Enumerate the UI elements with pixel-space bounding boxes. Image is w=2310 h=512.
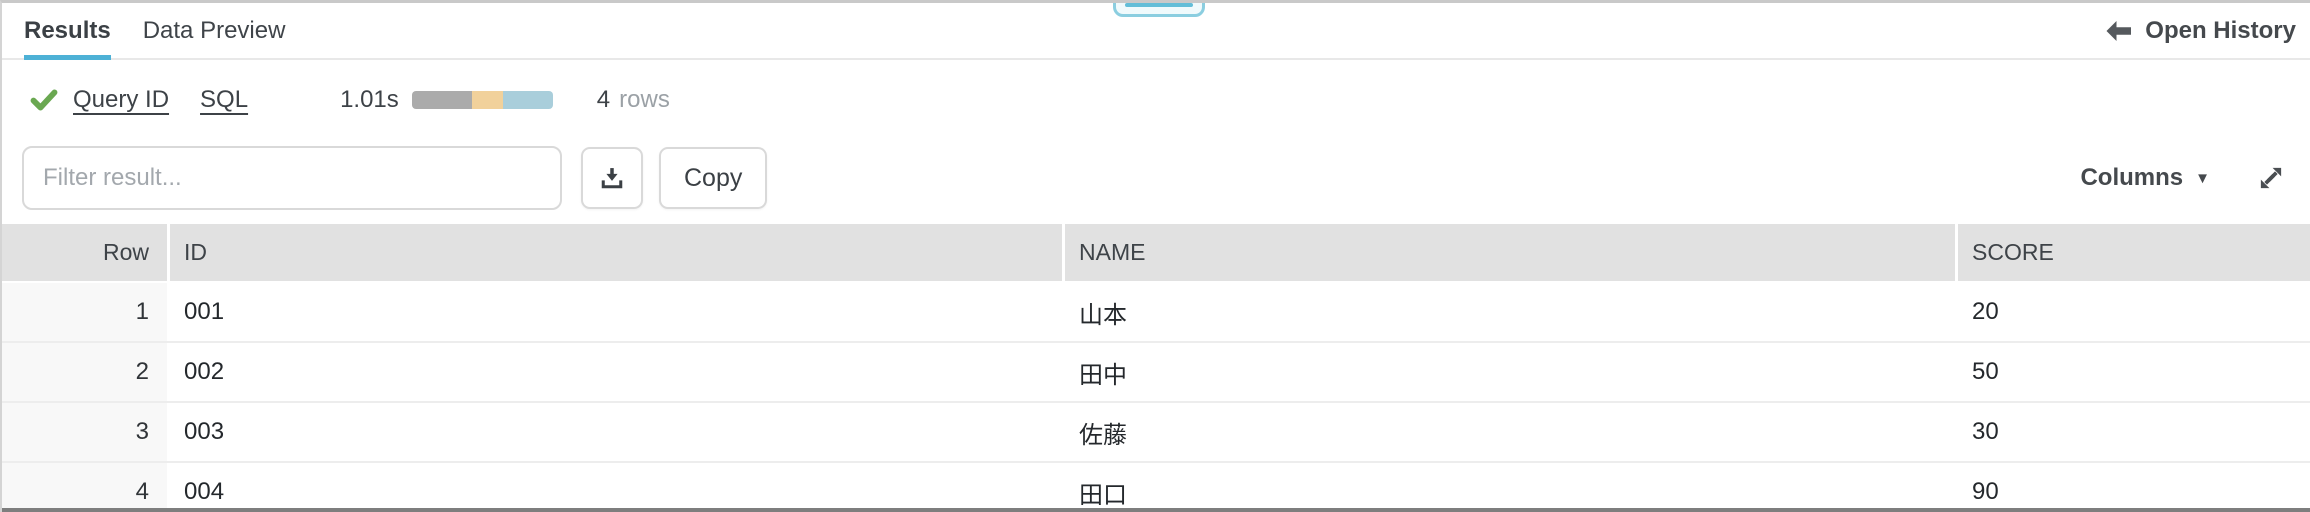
expand-button[interactable] <box>2254 161 2288 195</box>
cell-row-number: 4 <box>2 463 167 512</box>
sql-link[interactable]: SQL <box>200 86 249 113</box>
cell-row-number: 3 <box>2 403 167 461</box>
cell-score: 90 <box>1958 463 2310 512</box>
download-button[interactable] <box>581 147 643 209</box>
caret-down-icon: ▼ <box>2195 169 2210 187</box>
pane-resize-handle[interactable] <box>1113 3 1205 17</box>
timing-segment-1 <box>411 91 472 109</box>
cell-name: 佐藤 <box>1065 403 1955 461</box>
arrow-left-icon <box>2106 20 2132 41</box>
results-table: Row ID NAME SCORE 1 001 山本 20 2 002 田中 5… <box>2 224 2310 512</box>
success-check-icon <box>30 89 58 111</box>
copy-button[interactable]: Copy <box>659 147 768 209</box>
open-history-button[interactable]: Open History <box>2105 17 2296 45</box>
cell-id: 003 <box>170 403 1062 461</box>
row-count-value: 4 <box>596 86 611 113</box>
column-header-name[interactable]: NAME <box>1065 224 1955 281</box>
columns-label: Columns <box>2080 164 2184 191</box>
cell-id: 004 <box>170 463 1062 512</box>
tab-data-preview-label: Data Preview <box>142 16 286 44</box>
results-toolbar: Copy Columns ▼ <box>2 146 2310 210</box>
cell-row-number: 1 <box>2 283 167 341</box>
query-id-link[interactable]: Query ID <box>73 86 170 113</box>
timing-segment-3 <box>502 91 553 109</box>
cell-score: 20 <box>1958 283 2310 341</box>
table-row[interactable]: 4 004 田口 90 <box>2 463 2310 512</box>
cell-id: 001 <box>170 283 1062 341</box>
column-header-row[interactable]: Row <box>2 224 167 281</box>
table-row[interactable]: 3 003 佐藤 30 <box>2 403 2310 463</box>
diagonal-expand-icon <box>2260 167 2282 189</box>
cell-score: 50 <box>1958 343 2310 401</box>
query-status-bar: Query ID SQL 1.01s 4 rows <box>2 68 2310 132</box>
cell-row-number: 2 <box>2 343 167 401</box>
cell-score: 30 <box>1958 403 2310 461</box>
timing-segment-2 <box>471 91 503 109</box>
cell-name: 山本 <box>1065 283 1955 341</box>
tab-data-preview[interactable]: Data Preview <box>143 3 286 58</box>
open-history-label: Open History <box>2145 16 2296 44</box>
tab-bar: Results Data Preview Open History <box>2 3 2310 60</box>
handle-grip-line <box>1125 3 1193 7</box>
column-header-id[interactable]: ID <box>170 224 1062 281</box>
row-count: 4 rows <box>597 86 670 114</box>
row-count-word: rows <box>619 86 670 113</box>
tab-results-label: Results <box>24 16 111 44</box>
panel-bottom-divider <box>2 508 2310 512</box>
cell-name: 田口 <box>1065 463 1955 512</box>
columns-dropdown[interactable]: Columns ▼ <box>2080 164 2210 192</box>
table-header-row: Row ID NAME SCORE <box>2 224 2310 281</box>
query-timing-bar <box>411 91 553 109</box>
tab-results[interactable]: Results <box>24 3 111 60</box>
table-row[interactable]: 2 002 田中 50 <box>2 343 2310 403</box>
column-header-score[interactable]: SCORE <box>1958 224 2310 281</box>
filter-input[interactable] <box>22 146 562 210</box>
cell-name: 田中 <box>1065 343 1955 401</box>
query-duration: 1.01s <box>340 86 399 113</box>
table-row[interactable]: 1 001 山本 20 <box>2 283 2310 343</box>
download-icon <box>601 168 623 189</box>
cell-id: 002 <box>170 343 1062 401</box>
